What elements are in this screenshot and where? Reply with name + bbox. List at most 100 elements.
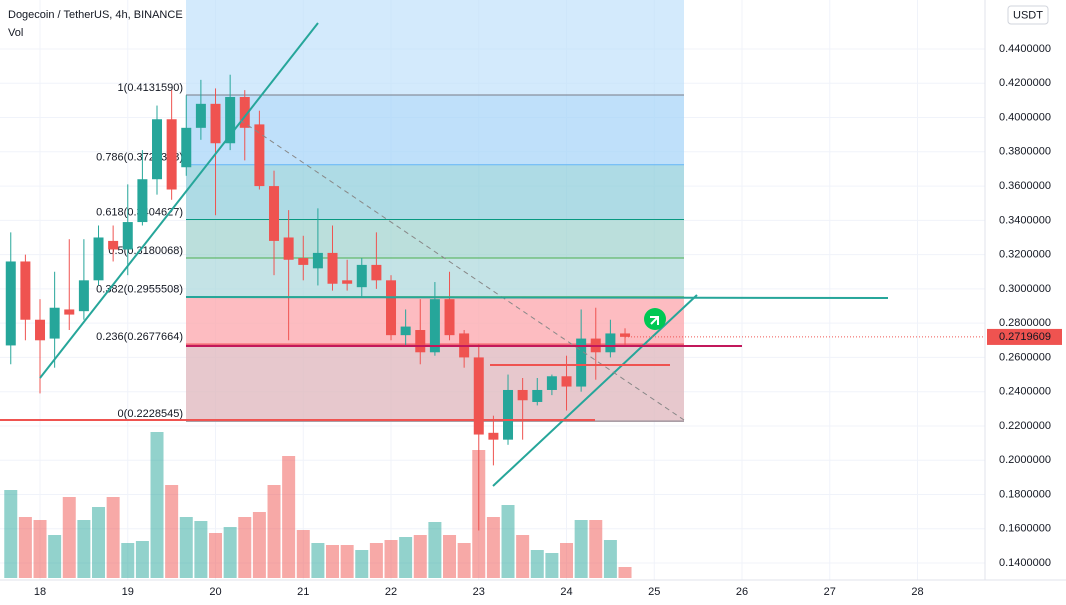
volume-bar xyxy=(618,567,632,578)
volume-bar xyxy=(603,540,617,578)
candle-body xyxy=(444,299,455,336)
volume-bar xyxy=(77,520,91,578)
volume-bar xyxy=(33,520,47,578)
volume-bar xyxy=(135,541,149,578)
candles xyxy=(5,74,631,531)
volume-bar xyxy=(413,535,427,578)
volume xyxy=(4,432,632,578)
candle-body xyxy=(152,119,163,180)
volume-bar xyxy=(428,522,442,578)
last-price-label: 0.2719609 xyxy=(999,331,1051,343)
volume-bar xyxy=(457,543,471,578)
volume-bar xyxy=(4,490,18,578)
candle-body xyxy=(20,261,31,320)
volume-bar xyxy=(209,533,223,578)
x-tick-label: 27 xyxy=(824,586,836,598)
volume-bar xyxy=(399,537,413,578)
candle-body xyxy=(400,326,411,336)
volume-bar xyxy=(326,545,340,578)
volume-bar xyxy=(282,456,296,578)
volume-bar xyxy=(340,545,354,578)
volume-bar xyxy=(150,432,164,578)
fib-band xyxy=(186,344,684,422)
candle-body xyxy=(108,240,119,250)
candle-body xyxy=(620,333,631,337)
x-tick-label: 22 xyxy=(385,586,397,598)
volume-bar xyxy=(384,540,398,578)
fib-label: 0(0.2228545) xyxy=(118,408,183,420)
candle-body xyxy=(371,264,382,281)
volume-bar xyxy=(238,517,252,578)
candle-body xyxy=(64,309,75,315)
volume-bar xyxy=(194,521,208,578)
candle-body xyxy=(195,103,206,128)
volume-bar xyxy=(18,517,32,578)
volume-bar xyxy=(574,520,588,578)
y-tick-label: 0.4400000 xyxy=(999,43,1051,55)
y-tick-label: 0.2000000 xyxy=(999,454,1051,466)
y-tick-label: 0.2200000 xyxy=(999,420,1051,432)
y-tick-label: 0.3600000 xyxy=(999,180,1051,192)
y-tick-label: 0.3200000 xyxy=(999,249,1051,261)
candle-body xyxy=(546,376,557,390)
volume-label: Vol xyxy=(8,27,23,39)
volume-bar xyxy=(311,543,325,578)
candle-body xyxy=(35,319,46,341)
candle-body xyxy=(312,252,323,269)
y-tick-label: 0.1800000 xyxy=(999,488,1051,500)
target-zone xyxy=(186,0,684,297)
x-tick-label: 21 xyxy=(297,586,309,598)
candle-body xyxy=(342,280,353,284)
x-tick-label: 26 xyxy=(736,586,748,598)
volume-bar xyxy=(501,505,515,578)
x-tick-label: 28 xyxy=(911,586,923,598)
currency-badge[interactable] xyxy=(1007,5,1049,25)
candle-body xyxy=(356,264,367,288)
candle-body xyxy=(488,432,499,440)
volume-bar xyxy=(92,507,106,578)
candle-body xyxy=(5,261,16,346)
y-tick-label: 0.2400000 xyxy=(999,386,1051,398)
y-tick-label: 0.2600000 xyxy=(999,351,1051,363)
candle-body xyxy=(122,222,133,250)
alert-icon-arrow xyxy=(650,316,659,325)
volume-bar xyxy=(165,485,179,578)
volume-bar xyxy=(296,530,310,578)
y-tick-label: 0.3800000 xyxy=(999,146,1051,158)
candle-body xyxy=(239,96,250,128)
candle-body xyxy=(137,179,148,223)
candle-body xyxy=(473,357,484,435)
x-tick-label: 23 xyxy=(473,586,485,598)
volume-bar xyxy=(48,535,62,578)
currency-label: USDT xyxy=(1013,9,1043,21)
volume-bar xyxy=(545,553,559,578)
volume-bar xyxy=(560,543,574,578)
fib-band xyxy=(186,164,684,220)
candle-body xyxy=(93,237,104,281)
x-tick-label: 18 xyxy=(34,586,46,598)
volume-bar xyxy=(486,517,500,578)
candle-body xyxy=(576,338,587,387)
volume-bar xyxy=(516,535,530,578)
candle-body xyxy=(532,389,543,402)
volume-bar xyxy=(179,517,193,578)
candle-body xyxy=(561,376,572,387)
y-tick-label: 0.4200000 xyxy=(999,77,1051,89)
candle-body xyxy=(386,280,397,336)
x-tick-label: 19 xyxy=(122,586,134,598)
candle-body xyxy=(517,389,528,401)
fib-label: 0.382(0.2955508) xyxy=(96,283,183,295)
y-tick-label: 0.1400000 xyxy=(999,557,1051,569)
volume-bar xyxy=(530,550,544,578)
candle-body xyxy=(298,258,309,265)
last-price-badge xyxy=(987,328,1062,345)
volume-bar xyxy=(355,550,369,578)
volume-bar xyxy=(223,527,237,578)
candle-body xyxy=(254,124,265,187)
candle-body xyxy=(327,252,338,284)
y-tick-label: 0.3400000 xyxy=(999,214,1051,226)
candle-body xyxy=(269,186,280,241)
y-tick-label: 0.3000000 xyxy=(999,283,1051,295)
candle-body xyxy=(181,127,192,168)
